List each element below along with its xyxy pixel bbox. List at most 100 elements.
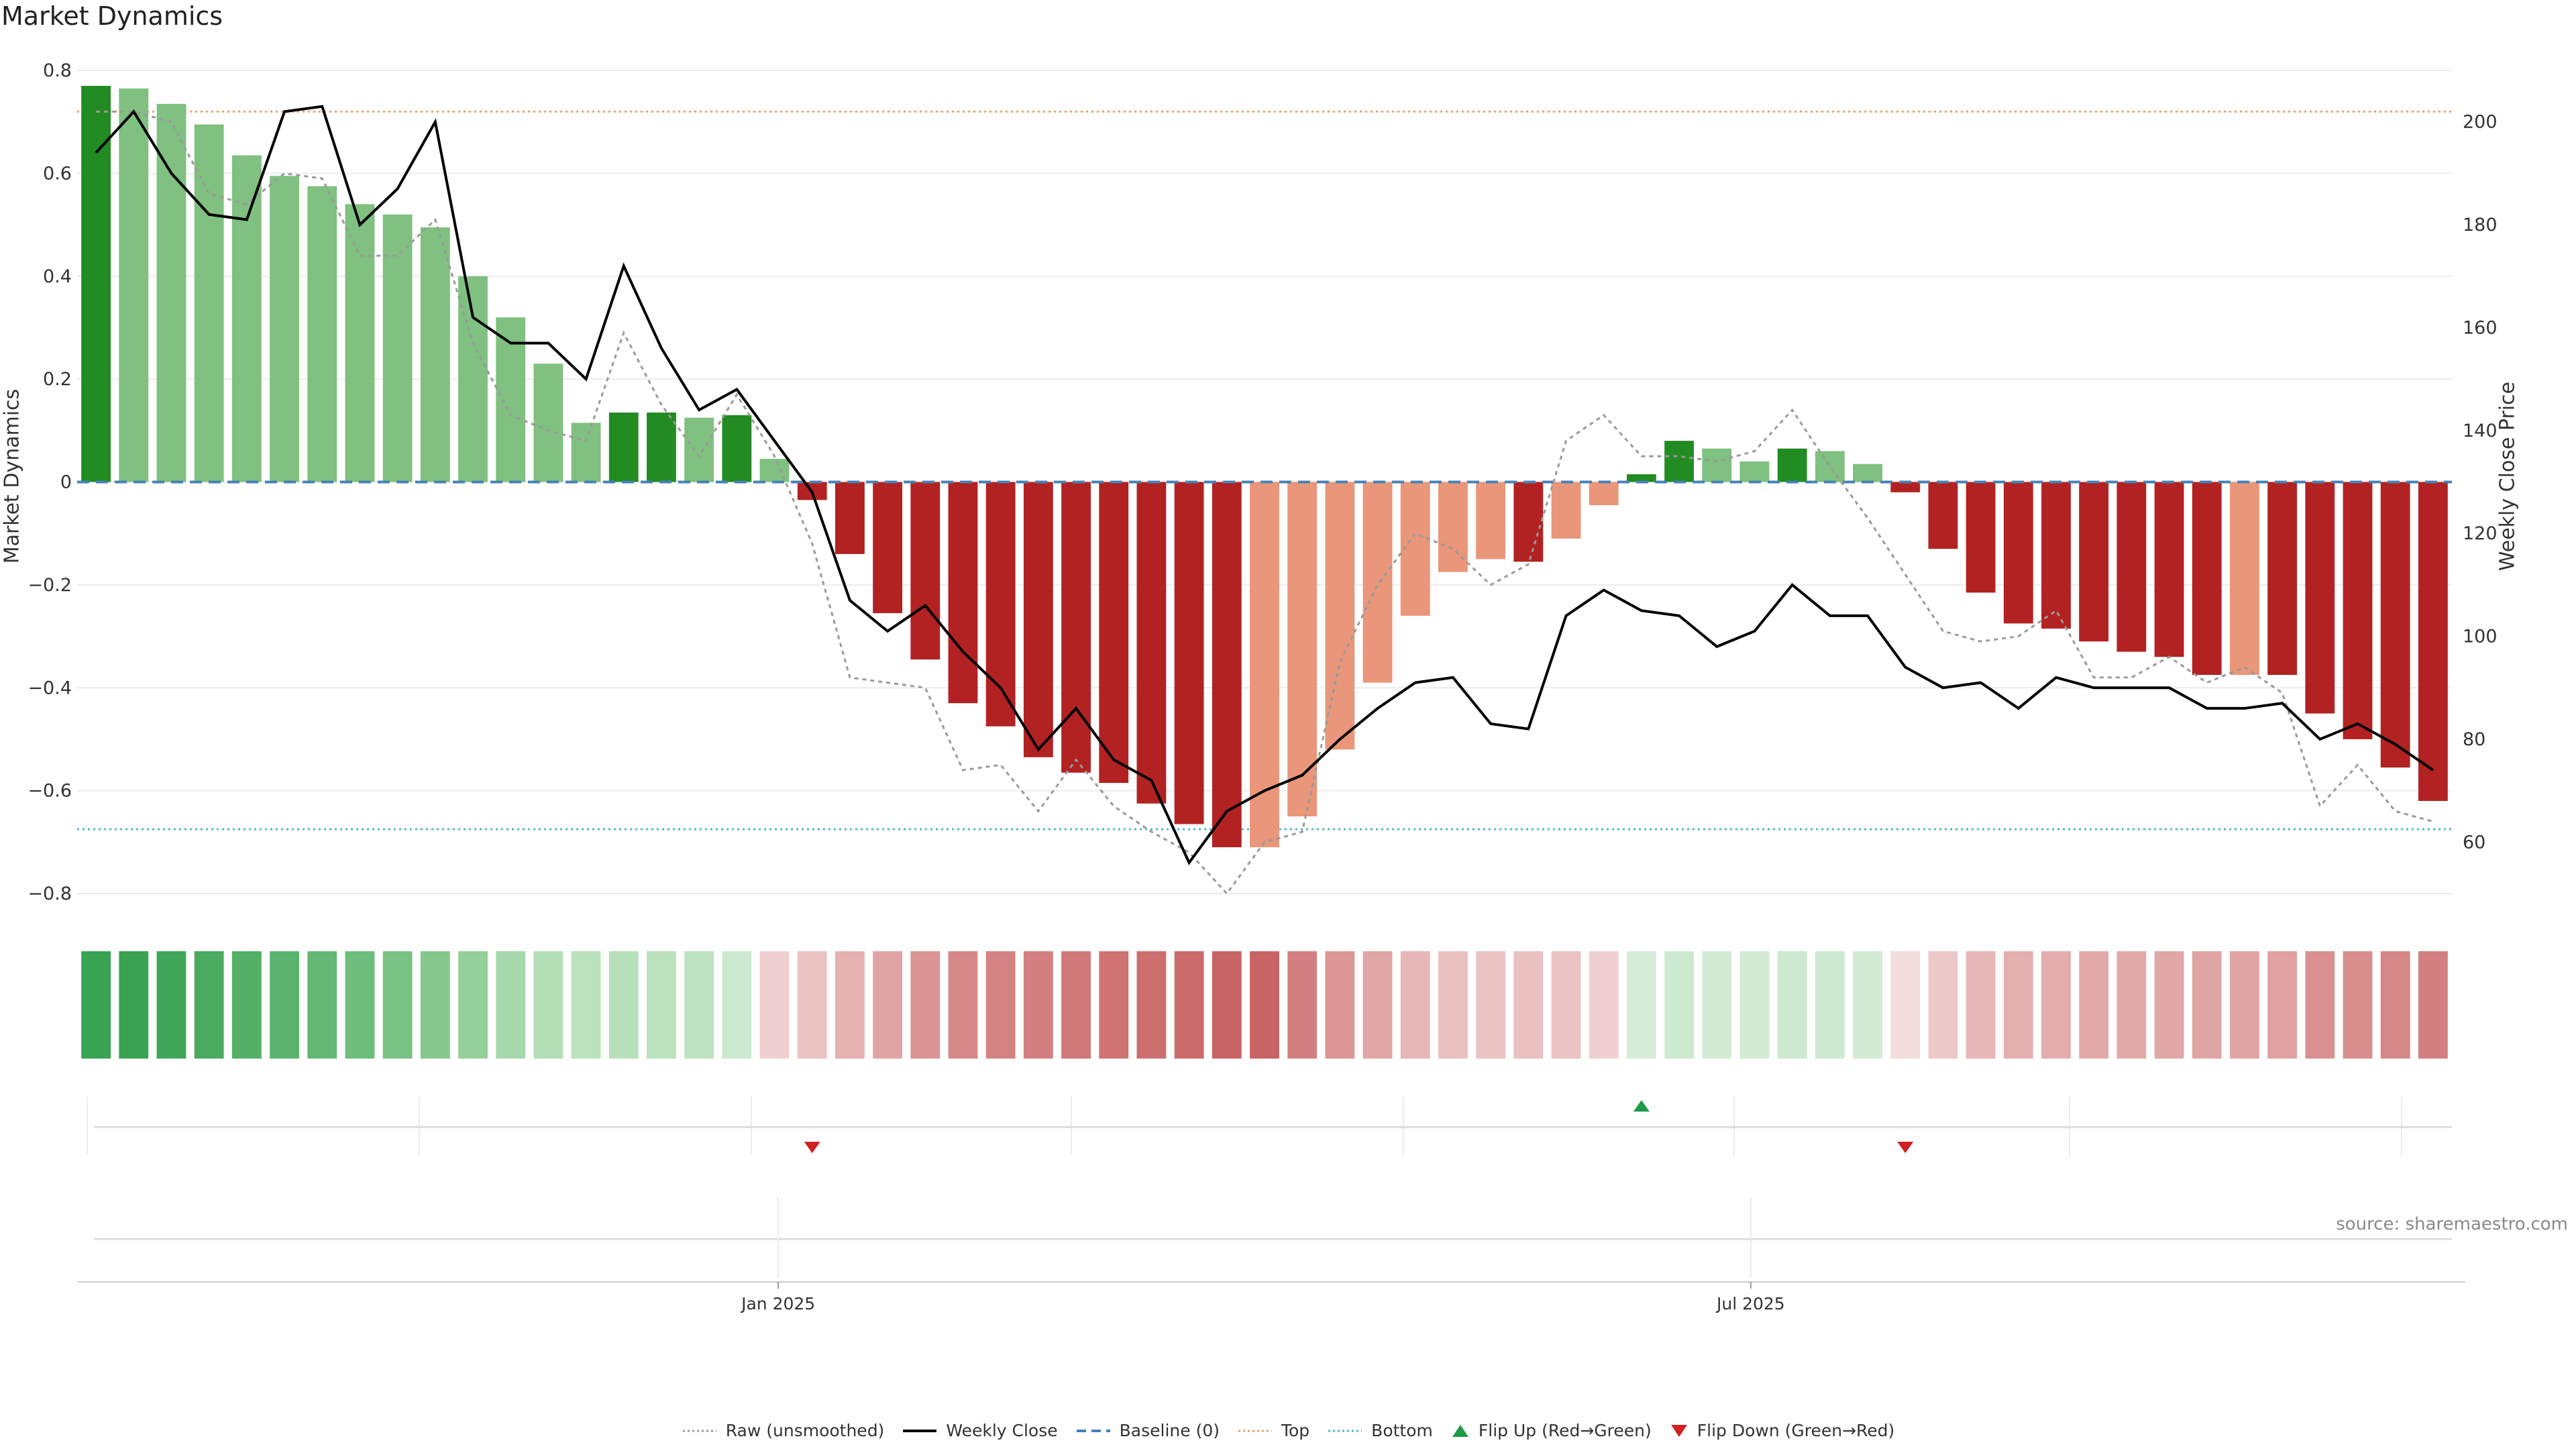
x-tick-label: Jan 2025: [740, 1294, 815, 1313]
y-tick-label-left: 0.2: [43, 369, 72, 390]
bar: [156, 103, 186, 482]
heat-cell: [382, 951, 413, 1059]
bar: [684, 417, 714, 482]
dotted-line-icon: [1328, 1430, 1362, 1432]
bar: [948, 482, 978, 704]
bar: [910, 482, 941, 660]
y-tick-label-right: 200: [2463, 112, 2498, 133]
bar: [2305, 482, 2335, 714]
heat-cell: [1023, 951, 1053, 1059]
heat-cell: [1777, 951, 1807, 1059]
bar: [873, 482, 903, 614]
legend-label: Weekly Close: [946, 1421, 1058, 1440]
bar: [2154, 482, 2184, 657]
y-tick-label-right: 160: [2463, 317, 2498, 338]
solid-line-icon: [903, 1429, 937, 1432]
heat-cell: [1853, 951, 1882, 1059]
bar: [1664, 441, 1695, 482]
bar: [1099, 482, 1129, 784]
bar: [1626, 474, 1656, 482]
heat-cell: [797, 951, 827, 1059]
legend-label: Bottom: [1371, 1421, 1433, 1440]
legend-label: Flip Down (Green→Red): [1697, 1421, 1895, 1440]
bar: [1287, 482, 1318, 816]
heat-cell: [2230, 951, 2259, 1059]
bar: [2079, 482, 2109, 642]
heat-cell: [1551, 951, 1581, 1059]
legend-item-bottom: Bottom: [1327, 1421, 1433, 1440]
triangle-down-icon: [1670, 1424, 1687, 1437]
flip-up-marker: [1633, 1100, 1650, 1112]
heat-cell: [1815, 951, 1845, 1059]
legend-item-raw: Raw (unsmoothed): [682, 1421, 884, 1440]
bar: [1212, 482, 1242, 847]
heat-cell: [1664, 951, 1695, 1059]
chart-title: Market Dynamics: [1, 1, 223, 31]
legend-item-weekly-close: Weekly Close: [902, 1421, 1058, 1440]
bar: [2041, 482, 2071, 629]
heat-cell: [420, 951, 450, 1059]
bar: [2343, 482, 2373, 739]
heat-cell: [1702, 951, 1732, 1059]
heat-cell: [1739, 951, 1770, 1059]
y-tick-label-left: 0: [60, 472, 72, 493]
bar: [1702, 448, 1732, 482]
heat-cell: [1362, 951, 1393, 1059]
heat-cell: [458, 951, 488, 1059]
heat-cell: [2305, 951, 2335, 1059]
heat-cell: [270, 951, 299, 1059]
heat-cell: [496, 951, 526, 1059]
bar: [1777, 448, 1807, 482]
heat-cell: [2154, 951, 2184, 1059]
heat-cell: [1966, 951, 1996, 1059]
y-tick-label-right: 60: [2463, 832, 2485, 853]
heat-cell: [1212, 951, 1242, 1059]
heat-cell: [2192, 951, 2222, 1059]
heat-cell: [1890, 951, 1921, 1059]
y-tick-label-left: −0.8: [28, 883, 72, 904]
heat-cell: [647, 951, 676, 1059]
heat-cell: [1476, 951, 1506, 1059]
y-tick-label-left: −0.2: [28, 575, 72, 596]
heat-cell: [1325, 951, 1355, 1059]
heat-cell: [684, 951, 714, 1059]
bar: [345, 204, 375, 482]
heat-cell: [2267, 951, 2298, 1059]
heat-cell: [1626, 951, 1656, 1059]
heat-cell: [1250, 951, 1279, 1059]
bar: [81, 86, 111, 482]
heat-cell: [231, 951, 262, 1059]
heat-cell: [1099, 951, 1129, 1059]
heat-cell: [571, 951, 601, 1059]
heat-cell: [873, 951, 903, 1059]
bar: [2267, 482, 2298, 676]
bar: [1551, 482, 1581, 539]
y-tick-label-left: −0.4: [28, 678, 72, 698]
y-tick-label-left: 0.4: [43, 266, 72, 287]
heat-cell: [2380, 951, 2410, 1059]
bar: [231, 155, 262, 482]
bar: [382, 214, 413, 482]
bar: [1739, 461, 1770, 482]
bar: [1928, 482, 1958, 549]
bar: [420, 227, 450, 482]
heat-cell: [1589, 951, 1619, 1059]
bar: [2418, 482, 2448, 801]
y-tick-label-right: 120: [2463, 523, 2498, 544]
heat-cell: [948, 951, 978, 1059]
bar: [1136, 482, 1167, 804]
bar: [1023, 482, 1053, 757]
legend-item-flip-up: Flip Up (Red→Green): [1450, 1421, 1652, 1440]
source-note: source: sharemaestro.com: [2336, 1214, 2568, 1234]
bar: [2116, 482, 2147, 652]
flip-down-marker: [1897, 1142, 1914, 1153]
dashed-line-icon: [1076, 1429, 1110, 1432]
flip-down-marker: [804, 1142, 820, 1153]
heat-cell: [759, 951, 790, 1059]
heat-cell: [1513, 951, 1544, 1059]
heat-cell: [307, 951, 337, 1059]
heat-cell: [1136, 951, 1167, 1059]
heat-cell: [910, 951, 941, 1059]
y-tick-label-right: 180: [2463, 215, 2498, 235]
